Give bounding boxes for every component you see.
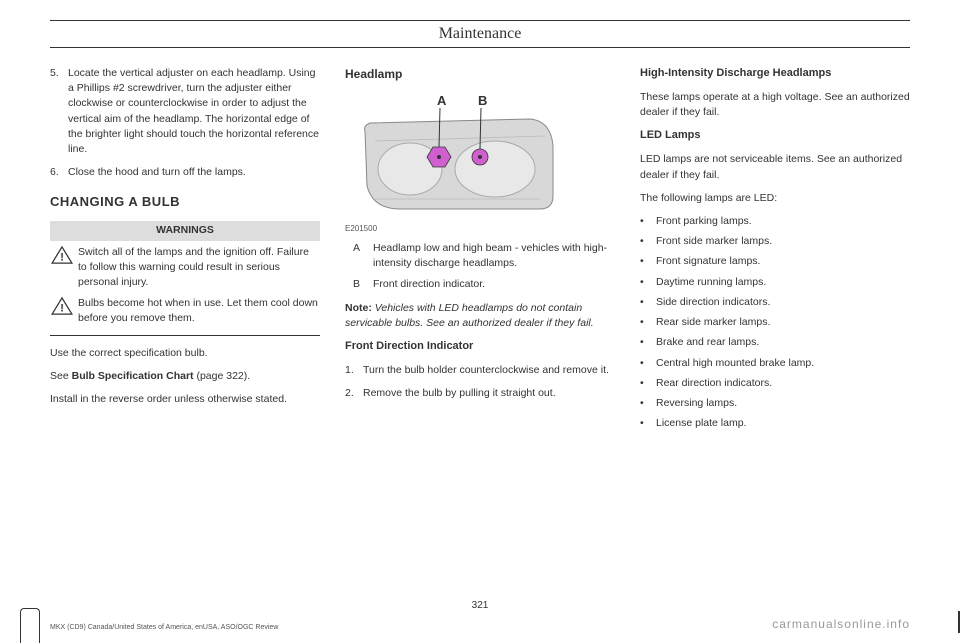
use-correct-bulb: Use the correct specification bulb. [50, 346, 320, 361]
headlamp-diagram: A B [345, 91, 565, 221]
fdi-step-1: 1.Turn the bulb holder counterclockwise … [345, 363, 615, 378]
hid-text: These lamps operate at a high voltage. S… [640, 90, 910, 120]
legend-a: A Headlamp low and high beam - vehicles … [345, 241, 615, 271]
note-label: Note: [345, 302, 372, 314]
footer-doc-info: MKX (CD9) Canada/United States of Americ… [50, 624, 278, 631]
warnings-end-rule [50, 335, 320, 336]
list-item: Front side marker lamps. [640, 234, 910, 249]
step-number: 1. [345, 363, 363, 378]
warning-item-2: ! Bulbs become hot when in use. Let them… [50, 296, 320, 326]
see-reference: See Bulb Specification Chart (page 322). [50, 369, 320, 384]
page-number: 321 [0, 600, 960, 611]
step-6: 6.Close the hood and turn off the lamps. [50, 165, 320, 180]
warning-text: Bulbs become hot when in use. Let them c… [78, 296, 320, 326]
fdi-step-2: 2.Remove the bulb by pulling it straight… [345, 386, 615, 401]
headlamp-heading: Headlamp [345, 66, 615, 83]
section-heading-changing-bulb: CHANGING A BULB [50, 193, 320, 212]
page-title: Maintenance [50, 25, 910, 43]
header-rule-bottom [50, 47, 910, 48]
step-5: 5.Locate the vertical adjuster on each h… [50, 66, 320, 157]
list-item: Rear side marker lamps. [640, 315, 910, 330]
list-item: Rear direction indicators. [640, 376, 910, 391]
list-item: Side direction indicators. [640, 295, 910, 310]
legend-text: Headlamp low and high beam - vehicles wi… [373, 241, 615, 271]
steps-list: 5.Locate the vertical adjuster on each h… [50, 66, 320, 181]
svg-text:!: ! [60, 303, 64, 315]
svg-text:!: ! [60, 251, 64, 263]
figure-label-a: A [437, 93, 447, 108]
legend-key: B [345, 277, 373, 292]
warnings-header: WARNINGS [50, 221, 320, 240]
list-item: Daytime running lamps. [640, 275, 910, 290]
list-item: Central high mounted brake lamp. [640, 356, 910, 371]
fdi-steps: 1.Turn the bulb holder counterclockwise … [345, 363, 615, 401]
column-2: Headlamp A B [345, 66, 615, 436]
list-item: License plate lamp. [640, 416, 910, 431]
list-item: Brake and rear lamps. [640, 335, 910, 350]
install-instruction: Install in the reverse order unless othe… [50, 392, 320, 407]
note-text: Vehicles with LED headlamps do not conta… [345, 302, 594, 329]
hid-heading: High-Intensity Discharge Headlamps [640, 66, 910, 82]
header-rule-top [50, 20, 910, 21]
warning-triangle-icon: ! [50, 296, 74, 316]
led-lamps-list: Front parking lamps. Front side marker l… [640, 214, 910, 431]
list-item: Front parking lamps. [640, 214, 910, 229]
figure-label-b: B [478, 93, 487, 108]
column-3: High-Intensity Discharge Headlamps These… [640, 66, 910, 436]
column-1: 5.Locate the vertical adjuster on each h… [50, 66, 320, 436]
see-text: See [50, 370, 72, 382]
front-direction-indicator-heading: Front Direction Indicator [345, 339, 615, 355]
list-item: Reversing lamps. [640, 396, 910, 411]
step-number: 5. [50, 66, 68, 157]
legend-text: Front direction indicator. [373, 277, 485, 292]
note-led-headlamps: Note: Vehicles with LED headlamps do not… [345, 301, 615, 331]
warning-item-1: ! Switch all of the lamps and the igniti… [50, 245, 320, 291]
step-text: Remove the bulb by pulling it straight o… [363, 386, 556, 401]
footer-watermark: carmanualsonline.info [772, 617, 910, 631]
warning-triangle-icon: ! [50, 245, 74, 265]
step-number: 6. [50, 165, 68, 180]
led-heading: LED Lamps [640, 128, 910, 144]
step-number: 2. [345, 386, 363, 401]
warning-text: Switch all of the lamps and the ignition… [78, 245, 320, 291]
figure-caption: E201500 [345, 223, 615, 235]
legend-b: B Front direction indicator. [345, 277, 615, 292]
led-text-2: The following lamps are LED: [640, 191, 910, 206]
step-text: Locate the vertical adjuster on each hea… [68, 66, 320, 157]
step-text: Turn the bulb holder counterclockwise an… [363, 363, 609, 378]
led-text-1: LED lamps are not serviceable items. See… [640, 152, 910, 182]
step-text: Close the hood and turn off the lamps. [68, 165, 246, 180]
headlamp-figure: A B [345, 91, 615, 235]
bulb-spec-chart-link: Bulb Specification Chart [72, 370, 194, 382]
content-columns: 5.Locate the vertical adjuster on each h… [50, 66, 910, 436]
see-page: (page 322). [194, 370, 251, 382]
list-item: Front signature lamps. [640, 254, 910, 269]
bookmark-tab-icon [20, 608, 40, 643]
legend-key: A [345, 241, 373, 271]
